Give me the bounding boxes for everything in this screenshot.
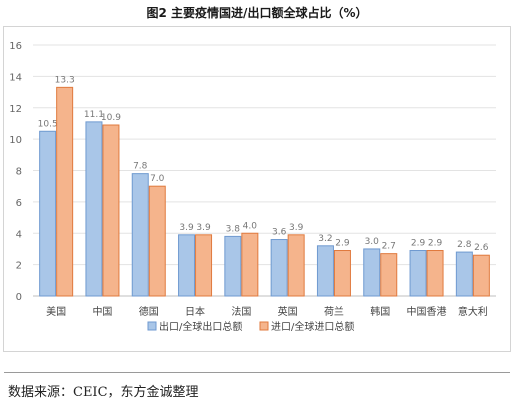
export-bar [363,248,381,297]
y-tick-label: 16 [9,41,22,52]
import-value-label: 2.9 [428,239,443,249]
category-label: 英国 [278,305,298,318]
import-value-label: 2.7 [382,242,396,252]
export-bar [316,245,334,297]
chart-title: 图2 主要疫情国进/出口额全球占比（%） [146,6,368,20]
export-value-label: 3.6 [272,228,287,238]
export-bar [131,173,149,297]
import-value-label: 3.9 [289,223,304,233]
category-label: 荷兰 [324,305,344,318]
plot-frame [3,26,511,352]
y-tick-label: 8 [16,167,22,178]
export-bar [455,251,473,297]
bar-chart: 0 2 4 6 8 10 12 14 16 10.5 13.3 美国 11.110.9 中国 7.87.0 德… [9,41,496,333]
export-value-label: 3.2 [318,234,332,244]
category-label: 美国 [46,305,66,318]
export-bar [39,130,57,297]
y-tick-label: 0 [16,292,22,303]
legend-swatch-import [259,321,269,331]
legend-label-import: 进口/全球进口总额 [271,320,354,333]
category-label: 意大利 [458,305,488,318]
category-label: 日本 [185,305,205,318]
import-value-label: 7.0 [150,174,165,184]
category-label: 中国香港 [407,305,447,318]
export-value-label: 11.1 [84,110,104,120]
category-label: 中国 [92,305,112,318]
import-value-label: 4.0 [243,221,258,231]
y-tick-label: 4 [16,229,22,240]
import-bar [333,250,351,297]
export-value-label: 2.9 [411,239,426,249]
export-value-label: 3.0 [365,237,380,247]
category-label: 德国 [139,305,159,318]
import-value-label: 2.9 [335,239,350,249]
export-value-label: 3.8 [226,224,241,234]
export-bar [178,234,196,297]
import-bar [241,232,259,297]
import-bar [195,234,213,297]
import-bar [472,254,490,297]
y-tick-label: 2 [16,261,22,272]
import-value-label: 13.3 [55,75,75,85]
legend-swatch-export [147,321,157,331]
source-divider [4,372,510,373]
export-bar [270,239,288,297]
category-label: 法国 [231,305,251,318]
import-bar [148,185,166,297]
import-bar [56,86,74,297]
y-tick-label: 12 [9,104,22,115]
import-bar [287,234,305,297]
export-bar [85,121,103,297]
y-tick-label: 14 [9,72,22,83]
import-value-label: 2.6 [474,243,489,253]
category-label: 韩国 [370,305,390,318]
export-value-label: 2.8 [457,240,472,250]
legend-label-export: 出口/全球出口总额 [159,320,242,333]
import-value-label: 3.9 [196,223,211,233]
export-bar [224,235,242,297]
import-bar [380,253,398,297]
export-value-label: 7.8 [133,162,148,172]
source-note: 数据来源：CEIC，东方金诚整理 [8,385,199,400]
import-bar [426,250,444,297]
y-tick-label: 6 [16,198,22,209]
import-bar [102,124,120,297]
export-value-label: 10.5 [38,119,58,129]
export-bar [409,250,427,297]
export-value-label: 3.9 [179,223,194,233]
y-tick-label: 10 [9,135,22,146]
import-value-label: 10.9 [101,113,121,123]
